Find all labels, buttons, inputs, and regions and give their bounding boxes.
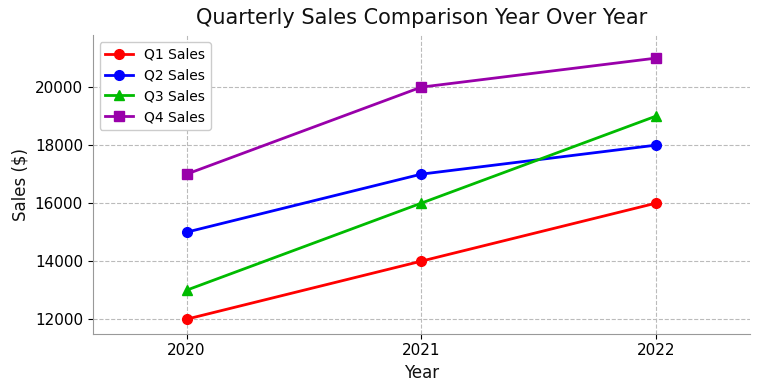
- Q1 Sales: [417, 259, 426, 263]
- Q3 Sales: [417, 201, 426, 206]
- Title: Quarterly Sales Comparison Year Over Year: Quarterly Sales Comparison Year Over Yea…: [196, 8, 647, 28]
- Q3 Sales: [182, 288, 191, 293]
- Q2 Sales: [182, 230, 191, 234]
- Line: Q3 Sales: Q3 Sales: [182, 111, 661, 295]
- Q4 Sales: [652, 56, 661, 61]
- Y-axis label: Sales ($): Sales ($): [12, 148, 29, 221]
- Q4 Sales: [417, 85, 426, 90]
- X-axis label: Year: Year: [404, 364, 439, 382]
- Line: Q4 Sales: Q4 Sales: [182, 53, 661, 179]
- Q1 Sales: [182, 317, 191, 322]
- Q3 Sales: [652, 114, 661, 118]
- Legend: Q1 Sales, Q2 Sales, Q3 Sales, Q4 Sales: Q1 Sales, Q2 Sales, Q3 Sales, Q4 Sales: [100, 42, 211, 130]
- Q1 Sales: [652, 201, 661, 206]
- Q4 Sales: [182, 172, 191, 177]
- Q2 Sales: [652, 143, 661, 147]
- Line: Q1 Sales: Q1 Sales: [182, 198, 661, 324]
- Q2 Sales: [417, 172, 426, 177]
- Line: Q2 Sales: Q2 Sales: [182, 140, 661, 237]
